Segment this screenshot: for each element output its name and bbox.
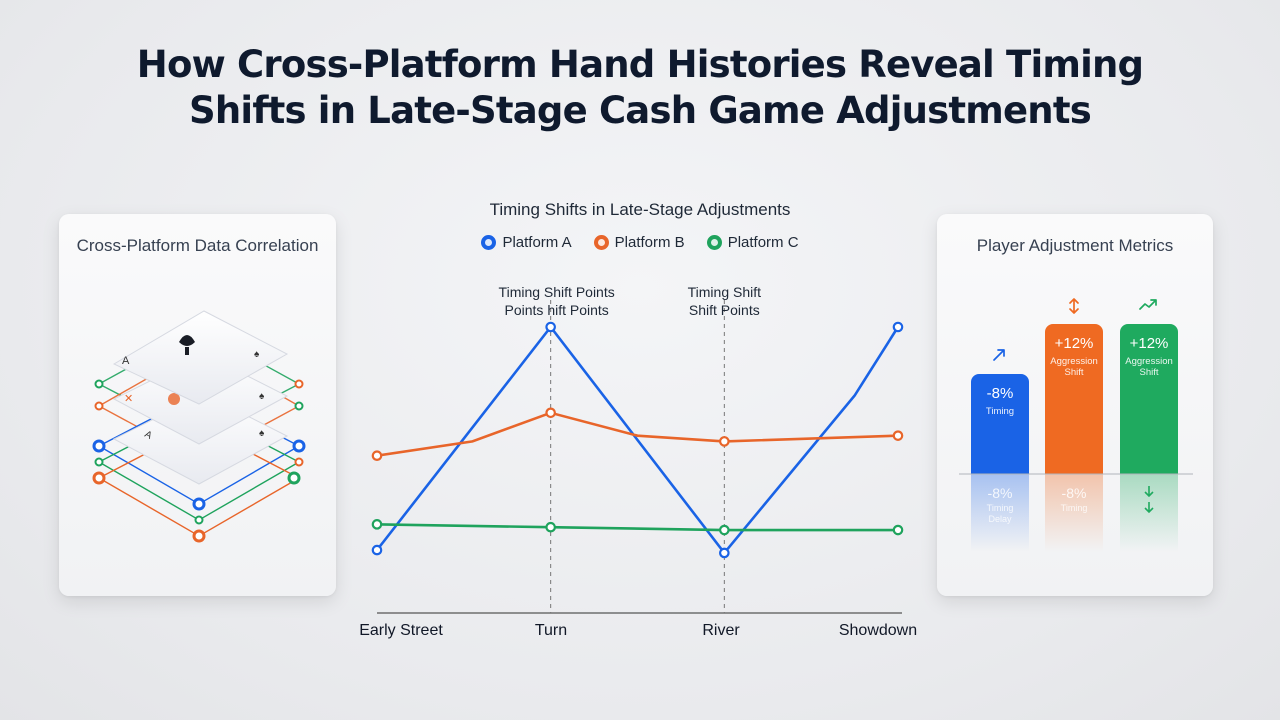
node [94, 457, 104, 467]
data-point-1-5 [892, 430, 904, 441]
page-title-line-2: Shifts in Late-Stage Cash Game Adjustmen… [189, 89, 1092, 132]
data-correlation-title: Cross-Platform Data Correlation [76, 236, 319, 255]
legend-label: Platform B [614, 234, 685, 251]
playing-card-top: A ♠ [112, 310, 289, 405]
metric-value-label: +12% [1055, 335, 1094, 352]
svg-text:♠: ♠ [259, 391, 265, 402]
chart-title: Timing Shifts in Late-Stage Adjustments [489, 200, 791, 219]
data-point-1-2 [545, 407, 556, 419]
metric-caption: Timing [986, 406, 1014, 417]
node [194, 515, 204, 525]
legend-label: Platform C [727, 234, 799, 251]
node [92, 439, 106, 453]
node [92, 471, 106, 485]
data-point-2-1 [545, 521, 556, 533]
metric-caption: Aggression [1125, 356, 1173, 367]
down-arrow-icon [1144, 486, 1154, 514]
data-point-1-0 [371, 450, 383, 461]
svg-text:A: A [122, 355, 130, 367]
metric-bar [1120, 324, 1178, 474]
metric-reflection-value: -8% [988, 485, 1013, 501]
metric-reflection-caption: Timing [987, 503, 1014, 513]
up-down-arrows-icon [1069, 298, 1079, 314]
metric-value-label: +12% [1130, 335, 1169, 352]
svg-text:♠: ♠ [259, 428, 265, 439]
stacked-cards-illustration: A ♠ ✕ ♠ A ♠ [92, 310, 306, 543]
node [94, 379, 104, 389]
legend-marker-icon [481, 235, 497, 250]
trend-up-icon [1139, 299, 1157, 310]
metrics-bars: -8%Timing-8%TimingDelay+12%AggressionShi… [959, 298, 1193, 552]
shift-annotation-0: Timing Shift Points Points hift Points [498, 284, 615, 318]
svg-text:✕: ✕ [124, 393, 133, 405]
metric-bar-reflection [1045, 474, 1103, 552]
chart-legend: Platform A Platform B Platform C [380, 234, 900, 251]
legend-marker-icon [593, 235, 609, 250]
node [294, 379, 304, 389]
trend-down-icon [993, 349, 1005, 361]
data-correlation-panel: Cross-Platform Data Correlation [59, 214, 336, 596]
metric-reflection-caption: Timing [1061, 503, 1088, 513]
data-point-2-3 [892, 524, 904, 536]
legend-item-1: Platform B [593, 234, 685, 251]
page-title: How Cross-Platform Hand Histories Reveal… [0, 42, 1280, 134]
adjustment-metrics-title: Player Adjustment Metrics [976, 236, 1174, 255]
legend-item-0: Platform A [481, 234, 572, 251]
metric-reflection-value: -8% [1062, 485, 1087, 501]
data-point-2-2 [719, 524, 730, 536]
svg-text:A: A [143, 429, 154, 442]
data-point-2-0 [371, 519, 383, 530]
metric-reflection-caption: Delay [988, 514, 1012, 524]
metric-caption: Shift [1139, 367, 1158, 378]
metric-value-label: -8% [987, 385, 1014, 402]
metric-bar [971, 374, 1029, 474]
node [287, 471, 301, 485]
data-point-0-0 [371, 544, 383, 556]
page-title-line-1: How Cross-Platform Hand Histories Reveal… [136, 43, 1144, 86]
series-line-0 [375, 324, 900, 556]
node [94, 401, 104, 411]
adjustment-metrics-panel: Player Adjustment Metrics -8% Timing -8% Ti… [937, 214, 1213, 596]
data-point-0-4 [892, 321, 904, 333]
legend-item-2: Platform C [706, 234, 799, 251]
series-line-1 [376, 411, 899, 457]
svg-text:♠: ♠ [254, 349, 260, 360]
metric-bar-reflection [971, 474, 1029, 552]
x-tick-label: River [702, 622, 740, 639]
node [192, 497, 206, 511]
legend-marker-icon [706, 235, 722, 250]
x-tick-label: Turn [534, 622, 568, 639]
x-tick-label: Early Street [359, 622, 443, 639]
node [292, 439, 306, 453]
data-point-1-4 [719, 436, 730, 447]
node [294, 401, 304, 411]
metric-caption: Shift [1064, 367, 1083, 378]
node [192, 529, 206, 543]
data-point-0-1 [545, 321, 556, 333]
legend-label: Platform A [502, 234, 572, 251]
x-tick-label: Showdown [838, 622, 918, 639]
series-line-2 [376, 523, 898, 532]
metric-caption: Aggression [1050, 356, 1098, 367]
node [294, 457, 304, 467]
data-point-0-2 [719, 547, 730, 559]
metric-bar [1045, 324, 1103, 474]
shift-annotation-1: Timing Shift Shift Points [687, 284, 762, 318]
